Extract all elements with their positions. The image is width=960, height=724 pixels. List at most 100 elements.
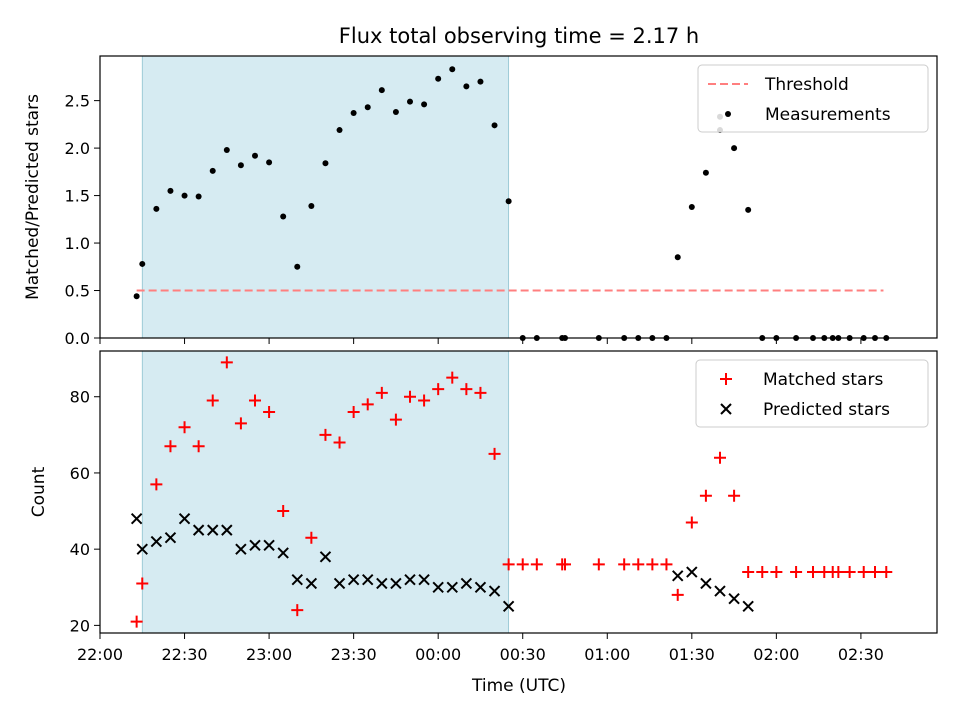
measurement-point [350,109,357,116]
measurement-point [322,160,329,167]
measurement-point [223,147,230,153]
matched-star-point [206,394,219,407]
matched-star-point [150,478,163,491]
x-tick-label: 02:30 [838,645,884,664]
matched-star-point [277,505,290,518]
top-legend: Threshold Measurements [697,64,929,133]
matched-star-point [404,390,416,403]
bottom-panel: 20 40 60 80 22:00 22:30 23:00 23:30 00:00 00:30 0… [29,350,938,696]
top-y-ticks: 0.0 0.5 1.0 1.5 2.0 2.5 [65,92,100,348]
matched-star-point [685,516,698,529]
matched-star-point [460,383,473,396]
matched-star-point [592,558,605,571]
predicted-star-point [291,573,303,586]
x-tick-label: 01:00 [584,645,630,664]
predicted-star-point [742,600,754,613]
matched-star-point [807,566,819,579]
matched-star-point [488,447,501,460]
matched-star-point [136,577,149,590]
matched-star-point [632,558,645,571]
predicted-star-point [277,547,289,559]
matched-star-point [333,436,346,449]
predicted-star-point [249,539,261,552]
measurement-point [378,87,385,94]
predicted-star-point [192,524,205,536]
matched-star-point [502,558,515,571]
predicted-star-point [150,535,163,548]
measurement-point [336,127,343,134]
matched-star-point [646,558,659,571]
measurement-point [674,254,681,261]
chart-title: Flux total observing time = 2.17 h [339,24,699,48]
measurement-point [153,205,160,212]
y-tick-label: 60 [70,464,90,483]
matched-star-point [660,558,673,571]
x-tick-label: 01:30 [669,645,715,664]
measurement-point [167,187,174,194]
matched-star-point [234,417,247,430]
measurement-point [308,203,315,210]
predicted-star-point [130,512,143,525]
measurement-point [392,109,399,116]
measurement-point [280,213,287,220]
measurement-point [449,66,456,73]
predicted-star-point [305,577,318,590]
predicted-star-point [362,573,374,586]
measurement-point [181,192,188,199]
matched-star-point [192,440,205,453]
y-tick-label: 0.0 [65,329,90,348]
measurement-point [505,198,512,205]
bottom-axes-frame [99,350,938,634]
matched-star-point [714,451,726,464]
matched-star-point [389,413,402,426]
y-tick-label: 20 [70,616,90,635]
legend-predicted-label: Predicted stars [763,400,890,420]
matched-star-point [249,394,261,407]
matched-star-point [263,405,276,418]
matched-star-point [832,566,845,579]
matched-star-point [446,371,459,384]
predicted-star-point [418,573,430,586]
predicted-star-point [432,581,444,593]
matched-star-point [857,566,870,579]
predicted-star-point [714,585,726,597]
matched-star-point [432,383,445,396]
y-tick-label: 80 [70,388,90,407]
measurement-point [195,193,202,200]
matched-star-point [474,386,487,399]
top-x-ticks [99,338,862,344]
x-tick-label: 23:30 [331,645,377,664]
matched-star-point [671,588,684,601]
matched-star-point [305,531,318,544]
legend-matched-label: Matched stars [763,370,883,390]
predicted-star-point [178,512,191,525]
matched-stars-points [130,356,893,628]
matched-star-point [220,356,233,369]
matched-star-point [790,566,803,579]
matched-star-point [418,394,431,407]
predicted-star-point [333,577,346,590]
bottom-x-ticks: 22:00 22:30 23:00 23:30 00:00 00:30 01:00 01:30… [77,633,884,664]
legend-predicted-swatch [720,403,732,415]
matched-star-point [347,405,360,418]
predicted-star-point [488,585,501,597]
predicted-star-point [221,524,233,536]
measurement-point [407,98,413,105]
measurement-point [731,145,738,152]
predicted-star-point [502,600,515,613]
predicted-star-point [686,566,698,578]
matched-star-point [178,421,191,434]
measurement-point [266,159,273,166]
top-legend-box [697,64,929,133]
predicted-star-point [136,543,148,555]
matched-star-point [843,566,856,579]
predicted-star-point [263,539,275,552]
matched-star-point [375,386,388,399]
predicted-star-point [235,543,247,555]
matched-star-point [618,558,631,571]
y-tick-label: 2.0 [65,139,90,158]
y-tick-label: 1.5 [65,187,90,206]
y-tick-label: 1.0 [65,234,90,253]
matched-star-point [291,604,304,617]
